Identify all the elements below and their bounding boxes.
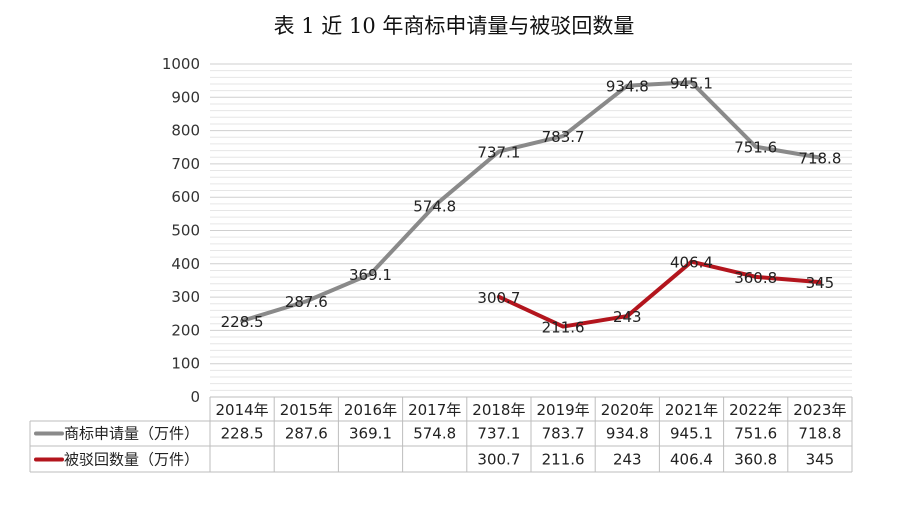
series-line: [240, 80, 822, 323]
table-value: 574.8: [413, 425, 456, 443]
data-label: 718.8: [798, 150, 841, 168]
y-tick-label: 0: [190, 388, 200, 406]
table-value: 945.1: [670, 425, 713, 443]
table-value: 228.5: [221, 425, 264, 443]
x-tick-label: 2022年: [729, 401, 782, 419]
table-value: 737.1: [477, 425, 520, 443]
x-tick-label: 2023年: [793, 401, 846, 419]
x-tick-label: 2017年: [408, 401, 461, 419]
data-label: 345: [806, 274, 835, 292]
y-tick-label: 1000: [162, 55, 200, 73]
data-label: 574.8: [413, 198, 456, 216]
table-value: 751.6: [734, 425, 777, 443]
data-label: 934.8: [606, 78, 649, 96]
legend-label: 被驳回数量（万件）: [64, 451, 199, 469]
x-tick-label: 2015年: [280, 401, 333, 419]
table-value: 783.7: [542, 425, 585, 443]
x-tick-label: 2014年: [216, 401, 269, 419]
y-tick-label: 400: [171, 255, 200, 273]
y-tick-label: 100: [171, 355, 200, 373]
y-tick-label: 600: [171, 188, 200, 206]
x-tick-label: 2018年: [472, 401, 525, 419]
data-label: 945.1: [670, 74, 713, 92]
data-label: 737.1: [477, 144, 520, 162]
table-value: 360.8: [734, 451, 777, 469]
x-tick-label: 2019年: [537, 401, 590, 419]
x-tick-label: 2016年: [344, 401, 397, 419]
data-label: 406.4: [670, 254, 713, 272]
table-value: 300.7: [477, 451, 520, 469]
data-label: 287.6: [285, 293, 328, 311]
x-tick-label: 2021年: [665, 401, 718, 419]
table-value: 406.4: [670, 451, 713, 469]
y-tick-label: 500: [171, 222, 200, 240]
series-line: [496, 259, 822, 329]
table-value: 369.1: [349, 425, 392, 443]
data-label: 211.6: [542, 319, 585, 337]
table-value: 287.6: [285, 425, 328, 443]
y-tick-label: 900: [171, 88, 200, 106]
data-label: 300.7: [477, 289, 520, 307]
table-value: 211.6: [542, 451, 585, 469]
y-tick-label: 300: [171, 288, 200, 306]
y-tick-label: 200: [171, 321, 200, 339]
x-tick-label: 2020年: [601, 401, 654, 419]
data-label: 360.8: [734, 269, 777, 287]
data-label: 243: [613, 308, 642, 326]
table-value: 718.8: [798, 425, 841, 443]
data-label: 783.7: [542, 128, 585, 146]
chart-title: 表 1 近 10 年商标申请量与被驳回数量: [273, 14, 635, 38]
data-label: 228.5: [221, 313, 264, 331]
data-label: 369.1: [349, 266, 392, 284]
y-tick-label: 700: [171, 155, 200, 173]
legend-label: 商标申请量（万件）: [64, 425, 199, 443]
table-value: 243: [613, 451, 642, 469]
table-value: 934.8: [606, 425, 649, 443]
y-tick-label: 800: [171, 122, 200, 140]
data-label: 751.6: [734, 139, 777, 157]
table-value: 345: [806, 451, 835, 469]
